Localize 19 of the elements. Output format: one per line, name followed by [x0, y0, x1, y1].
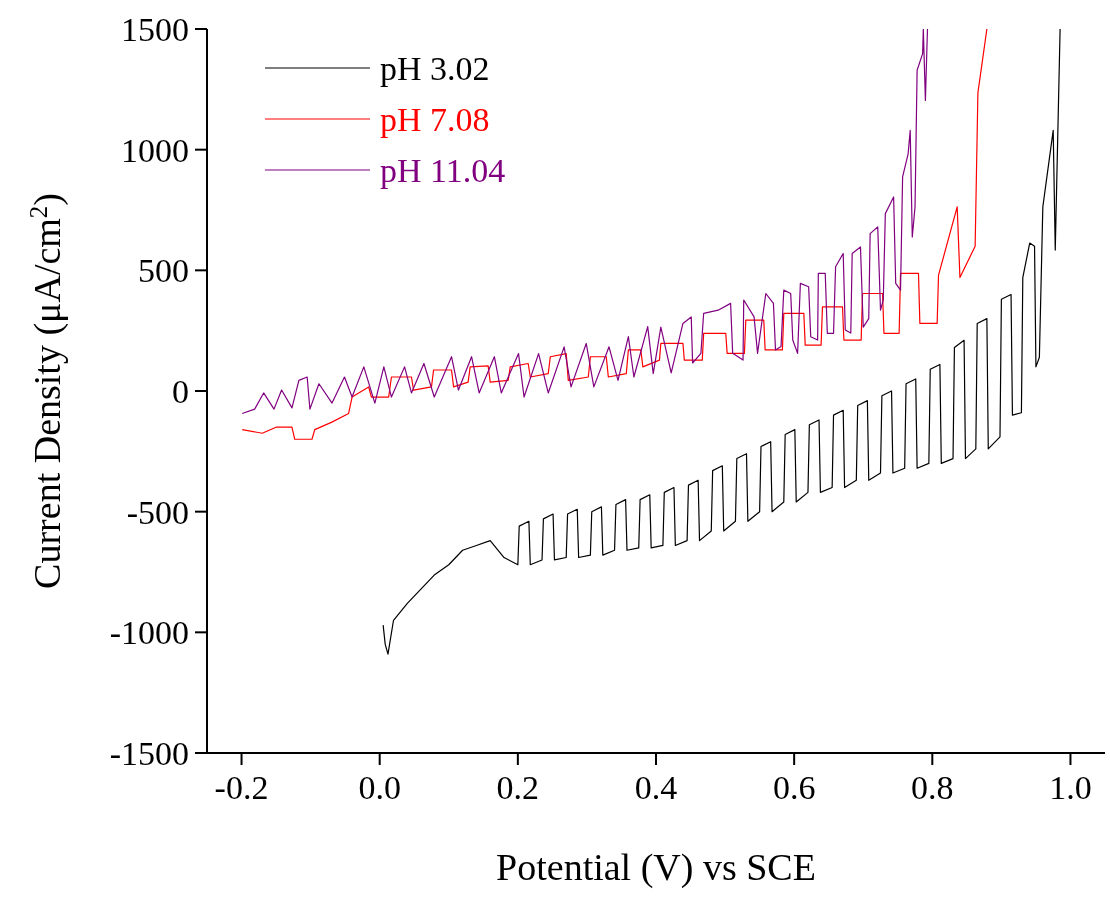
- y-tick-label: -500: [126, 493, 189, 531]
- x-tick-label: 0.4: [634, 769, 678, 806]
- y-tick-label: 500: [138, 252, 189, 290]
- y-tick-label: -1000: [109, 614, 189, 652]
- y-tick-label: 0: [172, 372, 189, 410]
- line-series: [382, 29, 1061, 655]
- x-tick-label: 0.2: [496, 769, 540, 806]
- x-tick-label: 1.0: [1049, 769, 1092, 806]
- legend-label: pH 11.04: [380, 151, 506, 189]
- legend-label: pH 7.08: [380, 100, 490, 138]
- legend-label: pH 3.02: [380, 49, 490, 87]
- y-tick-label: -1500: [109, 734, 189, 772]
- x-tick-label: 0.0: [358, 769, 401, 806]
- y-tick-label: 1000: [121, 131, 189, 169]
- x-tick-label: 0.8: [911, 769, 954, 806]
- x-tick-label: -0.2: [214, 769, 269, 806]
- y-tick-label: 1500: [121, 10, 189, 48]
- x-axis-title: Potential (V) vs SCE: [496, 846, 816, 889]
- x-tick-label: 0.6: [772, 769, 816, 806]
